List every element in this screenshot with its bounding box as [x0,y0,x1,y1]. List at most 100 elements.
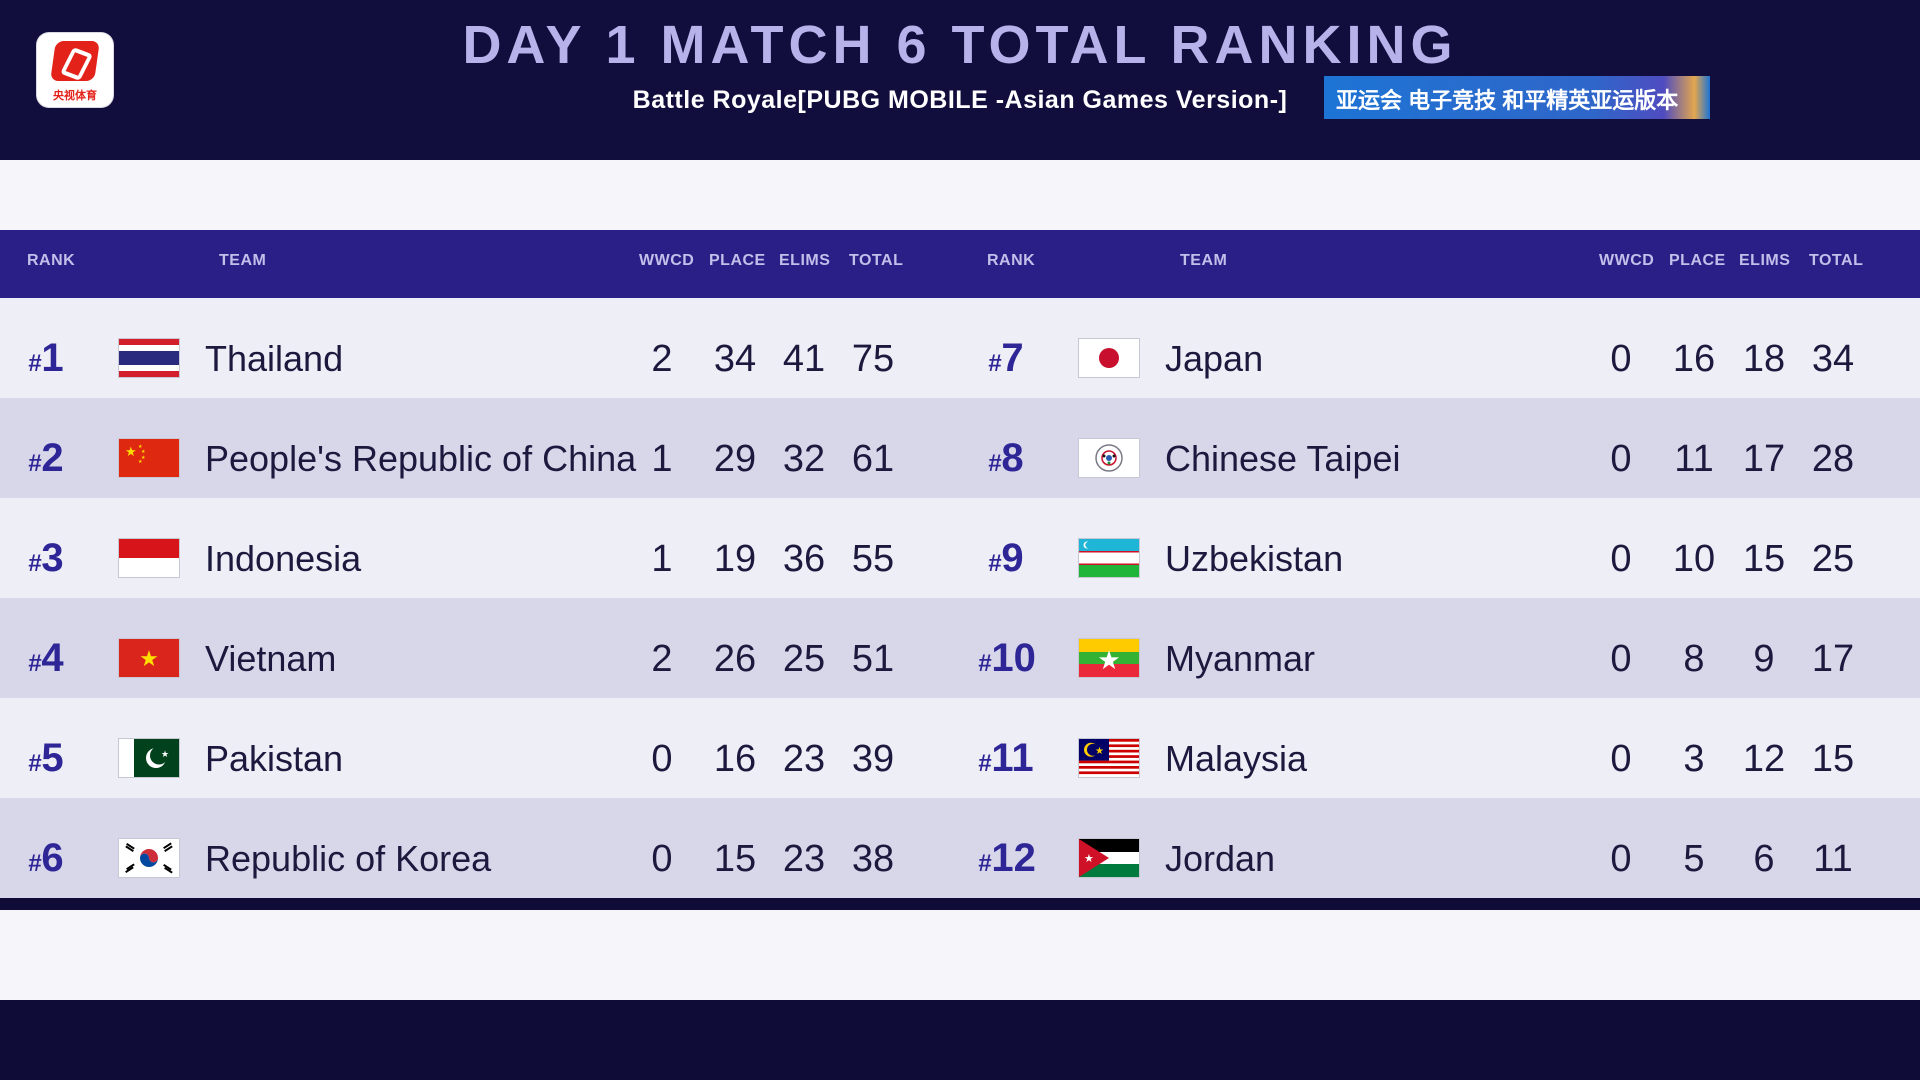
elims-value: 18 [1742,338,1786,380]
svg-text:★: ★ [1084,852,1094,865]
wwcd-value: 0 [1610,338,1632,380]
svg-text:★: ★ [138,459,143,465]
wwcd-value: 0 [1610,538,1632,580]
rank-cell: #10 [978,636,1036,680]
wwcd-value: 2 [651,338,673,380]
col-team-left: TEAM [219,252,267,269]
elims-value: 41 [782,338,826,380]
table-row: #5 ★ Pakistan 0 16 23 39 #11 ★ Malaysia … [0,698,1920,798]
total-value: 55 [851,538,895,580]
cctv-sports-logo: 央视体育 [37,33,113,107]
place-value: 3 [1683,738,1705,780]
svg-text:★: ★ [141,455,146,461]
wwcd-value: 1 [651,438,673,480]
table-row: #2 ★ ★ ★ ★ ★ People's Republic of China 1 29… [0,398,1920,498]
team-name: Malaysia [1165,738,1308,779]
ranking-table: #1 Thailand 2 34 41 75 #7 Japan 0 16 18 … [0,298,1920,898]
elims-value: 6 [1753,838,1775,880]
wwcd-value: 0 [1610,438,1632,480]
page-subtitle: Battle Royale[PUBG MOBILE -Asian Games V… [632,86,1288,114]
wwcd-value: 0 [651,838,673,880]
col-team-right: TEAM [1180,252,1228,269]
svg-text:★: ★ [139,647,159,672]
table-row: #1 Thailand 2 34 41 75 #7 Japan 0 16 18 … [0,298,1920,398]
svg-text:★: ★ [141,449,146,455]
table-row: #6 Republic of Korea 0 15 23 38 #12 ★ Jo… [0,798,1920,898]
team-name: Vietnam [205,638,337,679]
col-elims-right: ELIMS [1739,252,1791,269]
elims-value: 36 [782,538,826,580]
col-place-left: PLACE [709,252,766,269]
wwcd-value: 0 [1610,638,1632,680]
team-name: Pakistan [205,738,344,779]
elims-value: 15 [1742,538,1786,580]
wwcd-value: 0 [1610,838,1632,880]
logo-text: 央视体育 [53,90,97,102]
svg-text:★: ★ [1095,746,1104,757]
col-total-right: TOTAL [1809,252,1864,269]
banner-text: 亚运会 电子竞技 和平精英亚运版本 [1336,88,1679,113]
total-value: 39 [851,738,895,780]
elims-value: 23 [782,838,826,880]
place-value: 29 [713,438,757,480]
total-value: 25 [1811,538,1855,580]
table-row: #4 ★ Vietnam 2 26 25 51 #10 ★ Myanmar 0 … [0,598,1920,698]
wwcd-value: 2 [651,638,673,680]
rank-cell: #5 [28,736,64,780]
asian-games-banner: 亚运会 电子竞技 和平精英亚运版本 [1324,76,1710,119]
wwcd-value: 0 [651,738,673,780]
jordan-flag-icon: ★ [1079,839,1139,877]
team-name: Republic of Korea [205,838,492,879]
team-name: Myanmar [1165,638,1316,679]
myanmar-flag-icon: ★ [1079,639,1139,677]
korea-flag-icon [119,839,179,877]
elims-value: 23 [782,738,826,780]
rank-cell: #9 [988,536,1024,580]
svg-text:★: ★ [138,444,143,450]
team-name: People's Republic of China [205,438,637,479]
svg-text:★: ★ [125,445,137,460]
total-value: 34 [1811,338,1855,380]
place-value: 5 [1683,838,1705,880]
place-value: 16 [713,738,757,780]
top-spacer-band [0,160,1920,230]
place-value: 15 [713,838,757,880]
place-value: 10 [1672,538,1716,580]
place-value: 19 [713,538,757,580]
rank-cell: #1 [28,336,64,380]
team-name: Jordan [1165,838,1276,879]
rank-cell: #7 [988,336,1024,380]
indonesia-flag-icon [119,539,179,577]
china-flag-icon: ★ ★ ★ ★ ★ [119,439,179,477]
bottom-spacer-band [0,910,1920,1000]
total-value: 51 [851,638,895,680]
rank-cell: #11 [978,736,1034,780]
wwcd-value: 0 [1610,738,1632,780]
elims-value: 17 [1742,438,1786,480]
total-value: 61 [851,438,895,480]
japan-flag-icon [1079,339,1139,377]
place-value: 34 [713,338,757,380]
elims-value: 32 [782,438,826,480]
pakistan-flag-icon: ★ [119,739,179,777]
team-name: Uzbekistan [1165,538,1344,579]
table-row: #3 Indonesia 1 19 36 55 #9 Uzbekistan 0 … [0,498,1920,598]
thailand-flag-icon [119,339,179,377]
place-value: 8 [1683,638,1705,680]
col-wwcd-left: WWCD [639,252,695,269]
elims-value: 25 [782,638,826,680]
total-value: 28 [1811,438,1855,480]
svg-text:★: ★ [161,750,169,760]
place-value: 26 [713,638,757,680]
logo-mark-icon [50,41,100,81]
col-elims-left: ELIMS [779,252,831,269]
total-value: 75 [851,338,895,380]
header: 央视体育 DAY 1 MATCH 6 TOTAL RANKING Battle … [0,0,1920,160]
team-name: Japan [1165,338,1264,379]
team-name: Thailand [205,338,344,379]
elims-value: 9 [1753,638,1775,680]
malaysia-flag-icon: ★ [1079,739,1139,777]
rank-cell: #3 [28,536,64,580]
place-value: 16 [1672,338,1716,380]
place-value: 11 [1674,438,1714,480]
